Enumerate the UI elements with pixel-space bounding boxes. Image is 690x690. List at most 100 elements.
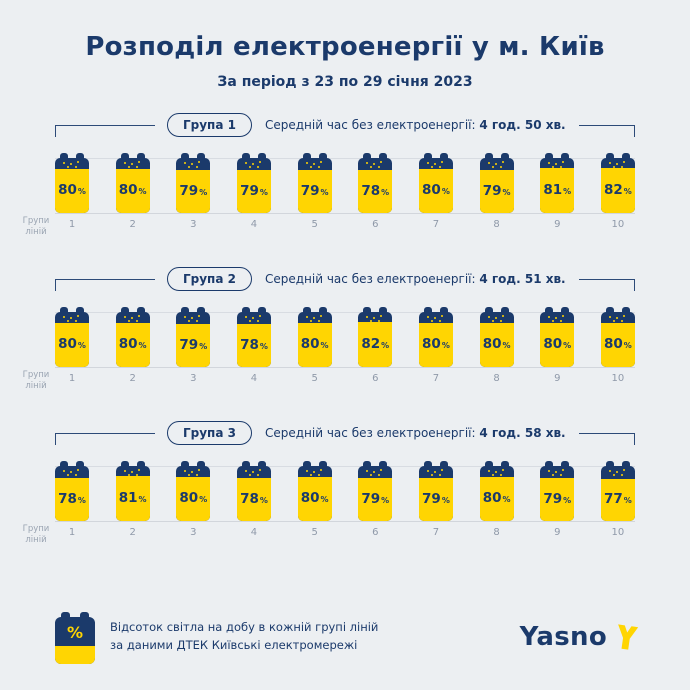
battery-cell: 80% 7 xyxy=(418,150,453,236)
battery-cell: 80% 5 xyxy=(297,304,332,390)
line-group-number: 4 xyxy=(250,373,258,384)
percent-sign: % xyxy=(441,341,450,351)
battery-body: 78% xyxy=(358,158,393,213)
line-group-number: 6 xyxy=(372,219,379,230)
battery-fill: 79% xyxy=(358,477,393,521)
battery-cell: 80% 1 xyxy=(55,304,89,390)
battery-icon: 82% xyxy=(358,304,393,367)
battery-terminal-icon xyxy=(423,461,432,467)
battery-percent-value: 80 xyxy=(482,336,502,353)
battery-body: 79% xyxy=(418,466,453,521)
percent-sign: % xyxy=(441,187,450,197)
sparkle-dots-icon xyxy=(366,162,369,164)
battery-icon: 80% xyxy=(55,304,89,367)
sparkle-dots-icon xyxy=(608,470,611,472)
line-group-number: 3 xyxy=(190,373,197,384)
battery-icon: 80% xyxy=(418,304,453,367)
line-group-number: 7 xyxy=(432,219,440,230)
percent-sign: % xyxy=(563,341,572,351)
battery-terminal-icon xyxy=(181,153,190,159)
battery-terminal-icon xyxy=(561,307,570,313)
x-axis-label-line1: Групи xyxy=(22,524,50,534)
battery-percent: 78% xyxy=(361,182,389,199)
battery-cell: 78% 4 xyxy=(236,304,271,390)
battery-cell: 82% 6 xyxy=(358,304,393,390)
battery-percent-value: 79 xyxy=(361,490,381,507)
percent-sign: % xyxy=(381,340,390,350)
battery-cell: 79% 8 xyxy=(479,150,514,236)
battery-terminal-icon xyxy=(181,307,190,313)
battery-percent: 79% xyxy=(179,184,208,199)
battery-cell: 80% 10 xyxy=(600,304,635,390)
battery-terminal-icon xyxy=(197,307,206,313)
battery-terminal-icon xyxy=(302,153,311,159)
battery-percent: 79% xyxy=(422,492,450,507)
battery-cells: 80% 1 80% 2 79% 3 78% 4 80% 5 82% 6 80% 7 80% 8 80% 9 80% 1… xyxy=(55,304,635,390)
battery-cell: 80% 2 xyxy=(115,304,150,390)
battery-terminal-icon xyxy=(241,307,250,313)
battery-percent: 79% xyxy=(543,492,571,507)
battery-fill: 80% xyxy=(297,477,332,521)
battery-cells: 78% 1 81% 2 80% 3 78% 4 80% 5 79% 6 79% 7 80% 8 79% 9 77% 1… xyxy=(55,458,635,544)
sparkle-dots-icon xyxy=(366,316,369,318)
battery-percent: 78% xyxy=(240,492,268,507)
sparkle-dots-icon xyxy=(426,470,429,472)
battery-terminal-icon xyxy=(484,307,493,313)
battery-percent: 80% xyxy=(483,492,511,506)
battery-cells: 80% 1 80% 2 79% 3 79% 4 79% 5 78% 6 80% 7 79% 8 81% 9 82% 1… xyxy=(55,150,635,236)
line-group-number: 2 xyxy=(129,219,136,230)
avg-outage-text: Середній час без електроенергії: 4 год. … xyxy=(265,272,566,286)
battery-terminal-icon xyxy=(545,461,554,467)
battery-percent: 80% xyxy=(58,184,86,198)
battery-cell: 79% 6 xyxy=(358,458,393,544)
battery-icon: 80% xyxy=(540,304,575,367)
battery-terminal-icon xyxy=(545,153,554,159)
battery-cell: 80% 7 xyxy=(418,304,453,390)
battery-percent-value: 79 xyxy=(240,182,259,199)
battery-terminal-icon xyxy=(500,461,509,467)
percent-sign: % xyxy=(199,187,208,197)
group-pill: Група 2 xyxy=(167,267,252,291)
battery-fill: 78% xyxy=(236,478,271,521)
battery-body: 80% xyxy=(297,312,332,367)
percent-sign: % xyxy=(502,495,511,505)
battery-fill: 79% xyxy=(297,169,332,213)
battery-percent-value: 78 xyxy=(361,182,381,199)
battery-percent: 81% xyxy=(543,181,571,198)
battery-body: 80% xyxy=(600,312,635,367)
battery-terminal-icon xyxy=(500,307,509,313)
battery-terminal-icon xyxy=(120,307,129,313)
battery-body: 79% xyxy=(297,158,332,213)
battery-percent-value: 81 xyxy=(543,181,563,198)
battery-terminal-icon xyxy=(257,153,266,159)
battery-terminal-icon xyxy=(621,307,630,313)
battery-icon: 78% xyxy=(236,458,271,521)
line-group-number: 6 xyxy=(372,527,379,538)
battery-terminal-icon xyxy=(302,461,311,467)
percent-sign: % xyxy=(623,496,632,506)
battery-body: 80% xyxy=(55,312,89,367)
avg-outage-time: 4 год. 58 хв. xyxy=(479,426,566,440)
x-axis-label-line2: ліній xyxy=(25,227,47,238)
battery-body: % xyxy=(55,617,95,664)
sparkle-dots-icon xyxy=(366,470,369,472)
battery-terminal-icon xyxy=(379,307,388,313)
line-group-number: 1 xyxy=(68,527,76,538)
yasno-logo: Yasno xyxy=(520,622,640,652)
percent-sign: % xyxy=(138,494,147,504)
line-group-number: 9 xyxy=(554,219,561,230)
battery-percent-value: 80 xyxy=(118,336,138,353)
line-group-number: 10 xyxy=(611,373,625,384)
battery-terminal-icon xyxy=(241,153,250,159)
sparkle-dots-icon xyxy=(63,316,65,318)
battery-percent-value: 81 xyxy=(118,489,138,506)
battery-body: 80% xyxy=(115,158,150,213)
battery-icon: 79% xyxy=(297,150,332,213)
battery-terminal-icon xyxy=(484,153,493,159)
page-subtitle: За період з 23 по 29 січня 2023 xyxy=(217,74,473,90)
battery-percent-value: 79 xyxy=(300,182,320,199)
percent-sign: % xyxy=(320,495,329,505)
battery-body: 78% xyxy=(236,466,271,521)
sparkle-dots-icon xyxy=(123,162,126,164)
battery-terminal-icon xyxy=(561,461,570,467)
